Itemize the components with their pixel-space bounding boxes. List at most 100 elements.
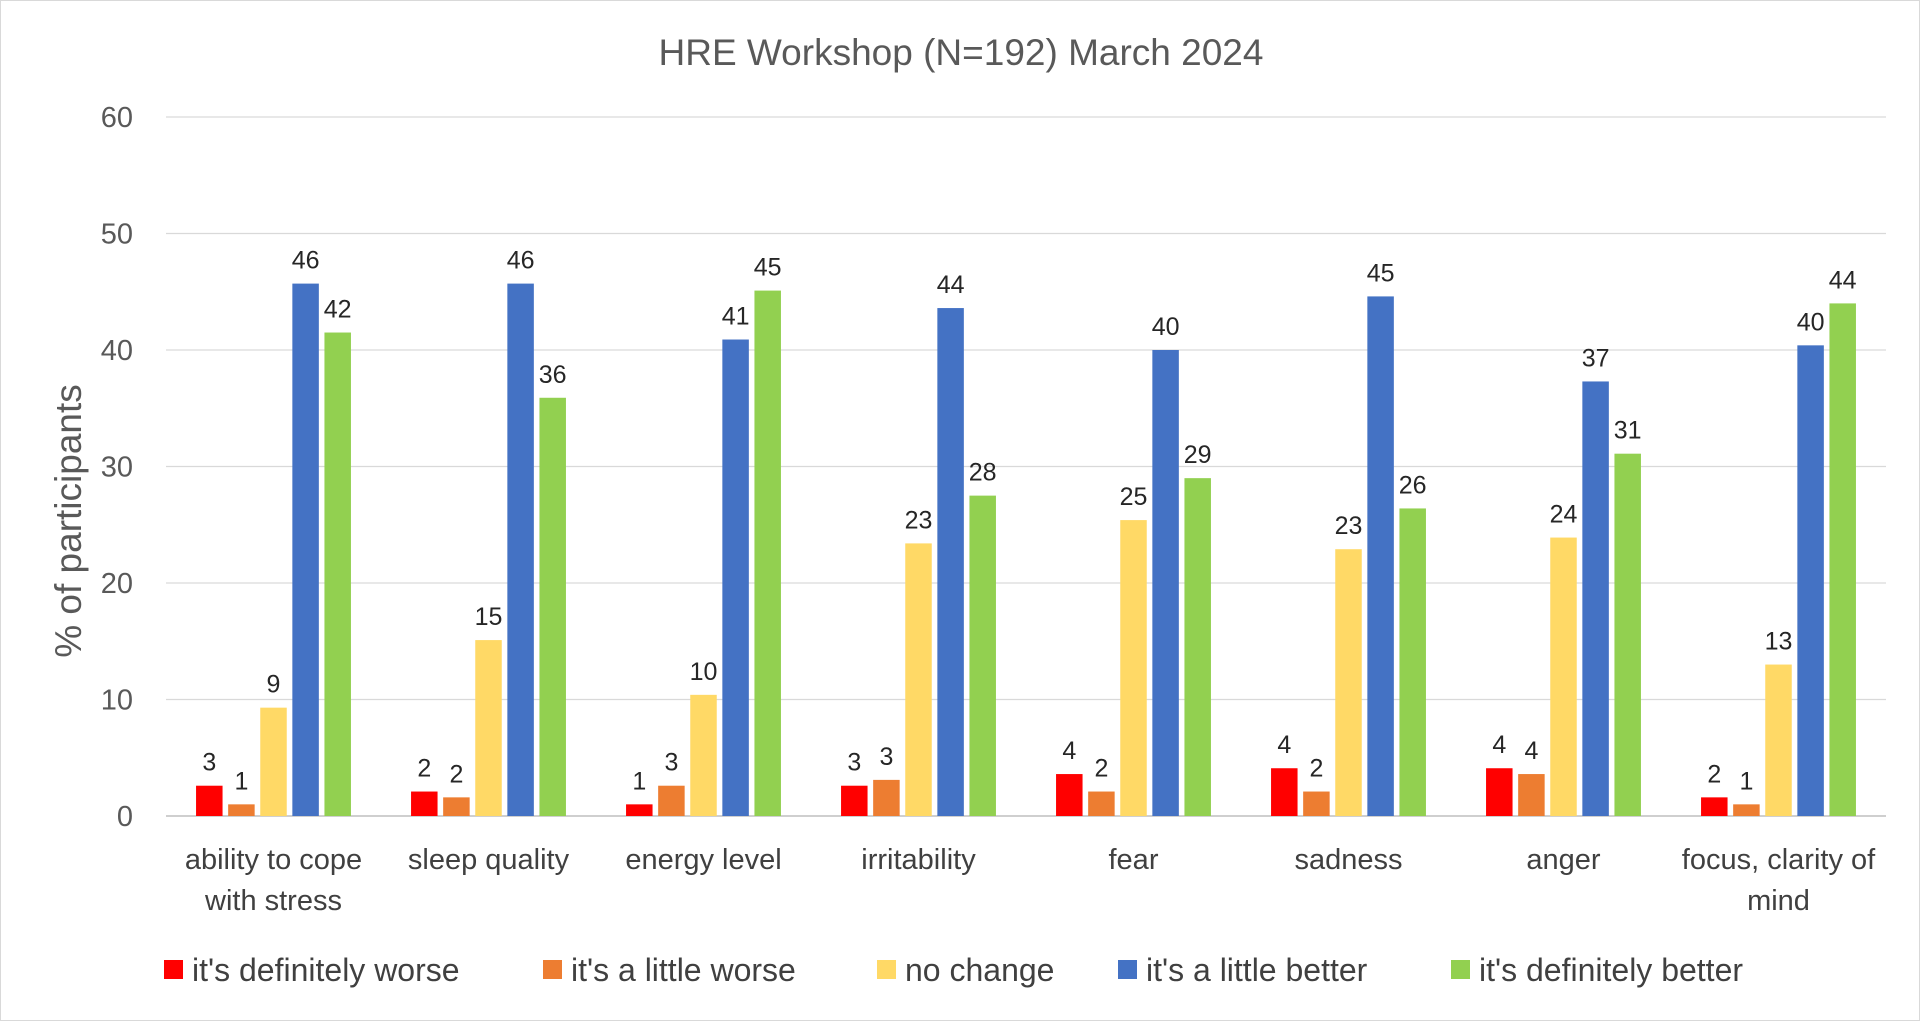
bar xyxy=(196,785,223,816)
bar xyxy=(1056,774,1083,816)
bar xyxy=(411,791,438,816)
legend-item: it's a little worse xyxy=(543,952,796,988)
y-tick-label: 0 xyxy=(117,801,133,833)
x-category-label: sleep quality xyxy=(408,844,570,876)
data-label: 24 xyxy=(1550,501,1578,529)
data-label: 2 xyxy=(417,755,431,783)
bar xyxy=(1797,345,1824,816)
chart-title: HRE Workshop (N=192) March 2024 xyxy=(659,32,1264,73)
y-tick-label: 40 xyxy=(101,335,133,367)
bar xyxy=(1303,791,1330,816)
bar xyxy=(937,308,964,816)
legend-item: it's a little better xyxy=(1118,952,1368,988)
data-label: 4 xyxy=(1524,737,1538,765)
x-category-label: mind xyxy=(1747,885,1810,917)
x-category-label: sadness xyxy=(1294,844,1402,876)
data-label: 2 xyxy=(1309,755,1323,783)
bar xyxy=(1486,768,1513,816)
data-label: 37 xyxy=(1582,344,1610,372)
data-label: 23 xyxy=(905,506,933,534)
legend-swatch xyxy=(543,960,562,979)
bar xyxy=(1765,664,1792,816)
data-label: 41 xyxy=(722,303,750,331)
data-label: 26 xyxy=(1399,471,1427,499)
legend-label: no change xyxy=(905,952,1054,988)
data-label: 2 xyxy=(1707,760,1721,788)
legend-label: it's a little better xyxy=(1146,952,1368,988)
bar xyxy=(1582,381,1609,816)
bar xyxy=(1271,768,1298,816)
bar xyxy=(1733,804,1760,816)
bar xyxy=(1088,791,1115,816)
data-label: 4 xyxy=(1277,731,1291,759)
data-label: 13 xyxy=(1765,628,1793,656)
data-label: 23 xyxy=(1335,512,1363,540)
data-label: 4 xyxy=(1492,731,1506,759)
data-label: 40 xyxy=(1152,313,1180,341)
bar xyxy=(841,785,868,816)
x-category-label: anger xyxy=(1526,844,1601,876)
bar xyxy=(1518,774,1545,816)
y-tick-label: 20 xyxy=(101,568,133,600)
bar xyxy=(260,707,287,816)
legend-swatch xyxy=(877,960,896,979)
data-label: 44 xyxy=(1829,266,1857,294)
bar xyxy=(1184,478,1211,816)
legend-label: it's a little worse xyxy=(571,952,796,988)
data-label: 1 xyxy=(234,767,248,795)
y-tick-label: 60 xyxy=(101,102,133,134)
bar xyxy=(1829,303,1856,816)
x-category-label: ability to cope xyxy=(185,844,362,876)
data-label: 3 xyxy=(847,749,861,777)
legend-item: it's definitely better xyxy=(1451,952,1743,988)
data-label: 36 xyxy=(539,361,567,389)
bar xyxy=(1399,508,1426,816)
data-label: 3 xyxy=(202,749,216,777)
data-label: 3 xyxy=(879,743,893,771)
bar xyxy=(443,797,470,816)
bar xyxy=(539,397,566,816)
data-label: 45 xyxy=(754,254,782,282)
y-tick-label: 10 xyxy=(101,685,133,717)
data-label: 44 xyxy=(937,271,965,299)
bar xyxy=(626,804,653,816)
bar xyxy=(873,779,900,816)
bar xyxy=(690,694,717,816)
bar xyxy=(1120,520,1147,816)
bar xyxy=(754,290,781,817)
data-label: 31 xyxy=(1614,417,1642,445)
bar xyxy=(1614,453,1641,816)
legend-label: it's definitely better xyxy=(1479,952,1743,988)
bars xyxy=(196,283,1856,817)
bar xyxy=(228,804,255,816)
data-label: 4 xyxy=(1062,737,1076,765)
bar xyxy=(324,332,351,816)
legend-item: no change xyxy=(877,952,1054,988)
bar xyxy=(905,543,932,816)
x-axis-categories: ability to cope with stress sleep quality e… xyxy=(185,844,1876,917)
bar xyxy=(1701,797,1728,816)
data-label: 3 xyxy=(664,749,678,777)
legend-item: it's definitely worse xyxy=(164,952,460,988)
data-label: 29 xyxy=(1184,441,1212,469)
x-category-label: energy level xyxy=(625,844,781,876)
y-axis-ticks: 0 10 20 30 40 50 60 xyxy=(101,102,133,833)
x-category-label: focus, clarity of xyxy=(1682,844,1876,876)
data-label: 25 xyxy=(1120,483,1148,511)
data-label: 40 xyxy=(1797,308,1825,336)
x-category-label: fear xyxy=(1109,844,1159,876)
bar xyxy=(658,785,685,816)
legend-label: it's definitely worse xyxy=(192,952,460,988)
data-label: 1 xyxy=(1739,767,1753,795)
data-label: 46 xyxy=(292,247,320,275)
legend: it's definitely worse it's a little worse… xyxy=(164,952,1743,988)
bar xyxy=(1367,296,1394,816)
data-label: 2 xyxy=(449,760,463,788)
data-label: 15 xyxy=(475,603,503,631)
y-tick-label: 50 xyxy=(101,219,133,251)
legend-swatch xyxy=(164,960,183,979)
data-label: 45 xyxy=(1367,259,1395,287)
bar xyxy=(507,283,534,817)
